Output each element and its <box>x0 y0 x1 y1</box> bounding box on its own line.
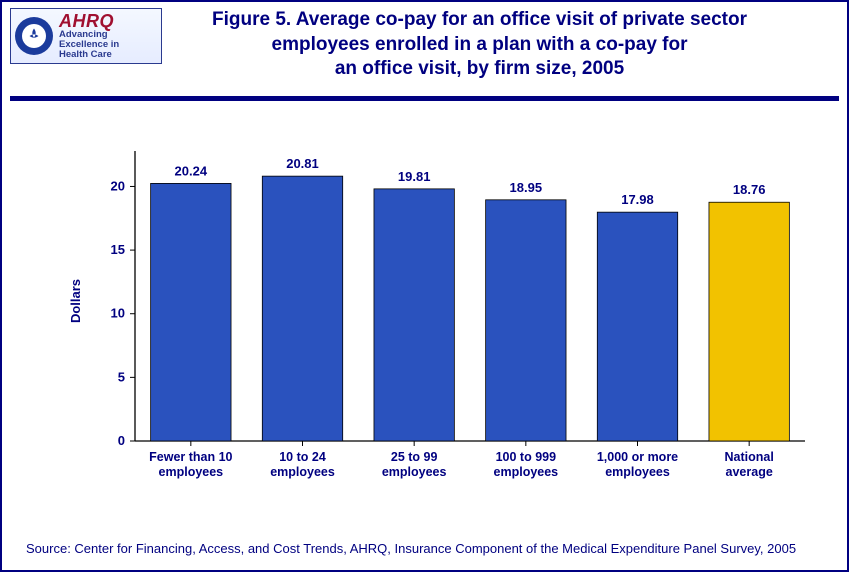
brand-main: AHRQ <box>59 12 119 31</box>
hhs-seal-icon <box>15 17 53 55</box>
svg-text:100 to 999: 100 to 999 <box>495 450 556 464</box>
svg-text:employees: employees <box>381 465 446 479</box>
svg-text:Fewer than 10: Fewer than 10 <box>149 450 232 464</box>
svg-text:0: 0 <box>117 433 124 448</box>
svg-text:25 to 99: 25 to 99 <box>390 450 437 464</box>
svg-text:employees: employees <box>493 465 558 479</box>
title-line-1: Figure 5. Average co-pay for an office v… <box>182 8 777 33</box>
chart-area: 05101520Dollars20.24Fewer than 10employe… <box>15 111 835 511</box>
svg-text:employees: employees <box>158 465 223 479</box>
svg-text:10: 10 <box>110 306 124 321</box>
svg-text:5: 5 <box>117 369 124 384</box>
title-line-3: an office visit, by firm size, 2005 <box>182 57 777 82</box>
bar-chart: 05101520Dollars20.24Fewer than 10employe… <box>15 111 835 511</box>
figure-frame: AHRQ Advancing Excellence in Health Care… <box>0 0 849 572</box>
svg-text:10 to 24: 10 to 24 <box>279 450 326 464</box>
svg-text:19.81: 19.81 <box>397 169 430 184</box>
header: AHRQ Advancing Excellence in Health Care… <box>2 2 847 90</box>
svg-text:20.24: 20.24 <box>174 163 207 178</box>
divider-rule <box>10 96 839 101</box>
svg-text:18.95: 18.95 <box>509 180 542 195</box>
title-line-2: employees enrolled in a plan with a co-p… <box>182 33 777 58</box>
svg-text:average: average <box>725 465 772 479</box>
svg-text:18.76: 18.76 <box>732 182 765 197</box>
ahrq-logo: AHRQ Advancing Excellence in Health Care <box>10 8 162 64</box>
svg-text:Dollars: Dollars <box>68 279 83 323</box>
svg-text:20.81: 20.81 <box>286 156 319 171</box>
svg-text:17.98: 17.98 <box>621 192 654 207</box>
svg-text:20: 20 <box>110 178 124 193</box>
svg-text:employees: employees <box>605 465 670 479</box>
svg-text:1,000 or more: 1,000 or more <box>596 450 677 464</box>
ahrq-brand-text: AHRQ Advancing Excellence in Health Care <box>59 12 119 61</box>
svg-text:National: National <box>724 450 773 464</box>
source-note: Source: Center for Financing, Access, an… <box>2 541 847 556</box>
svg-text:15: 15 <box>110 242 124 257</box>
brand-sub-3: Health Care <box>59 50 119 60</box>
svg-text:employees: employees <box>270 465 335 479</box>
figure-title: Figure 5. Average co-pay for an office v… <box>182 8 777 82</box>
